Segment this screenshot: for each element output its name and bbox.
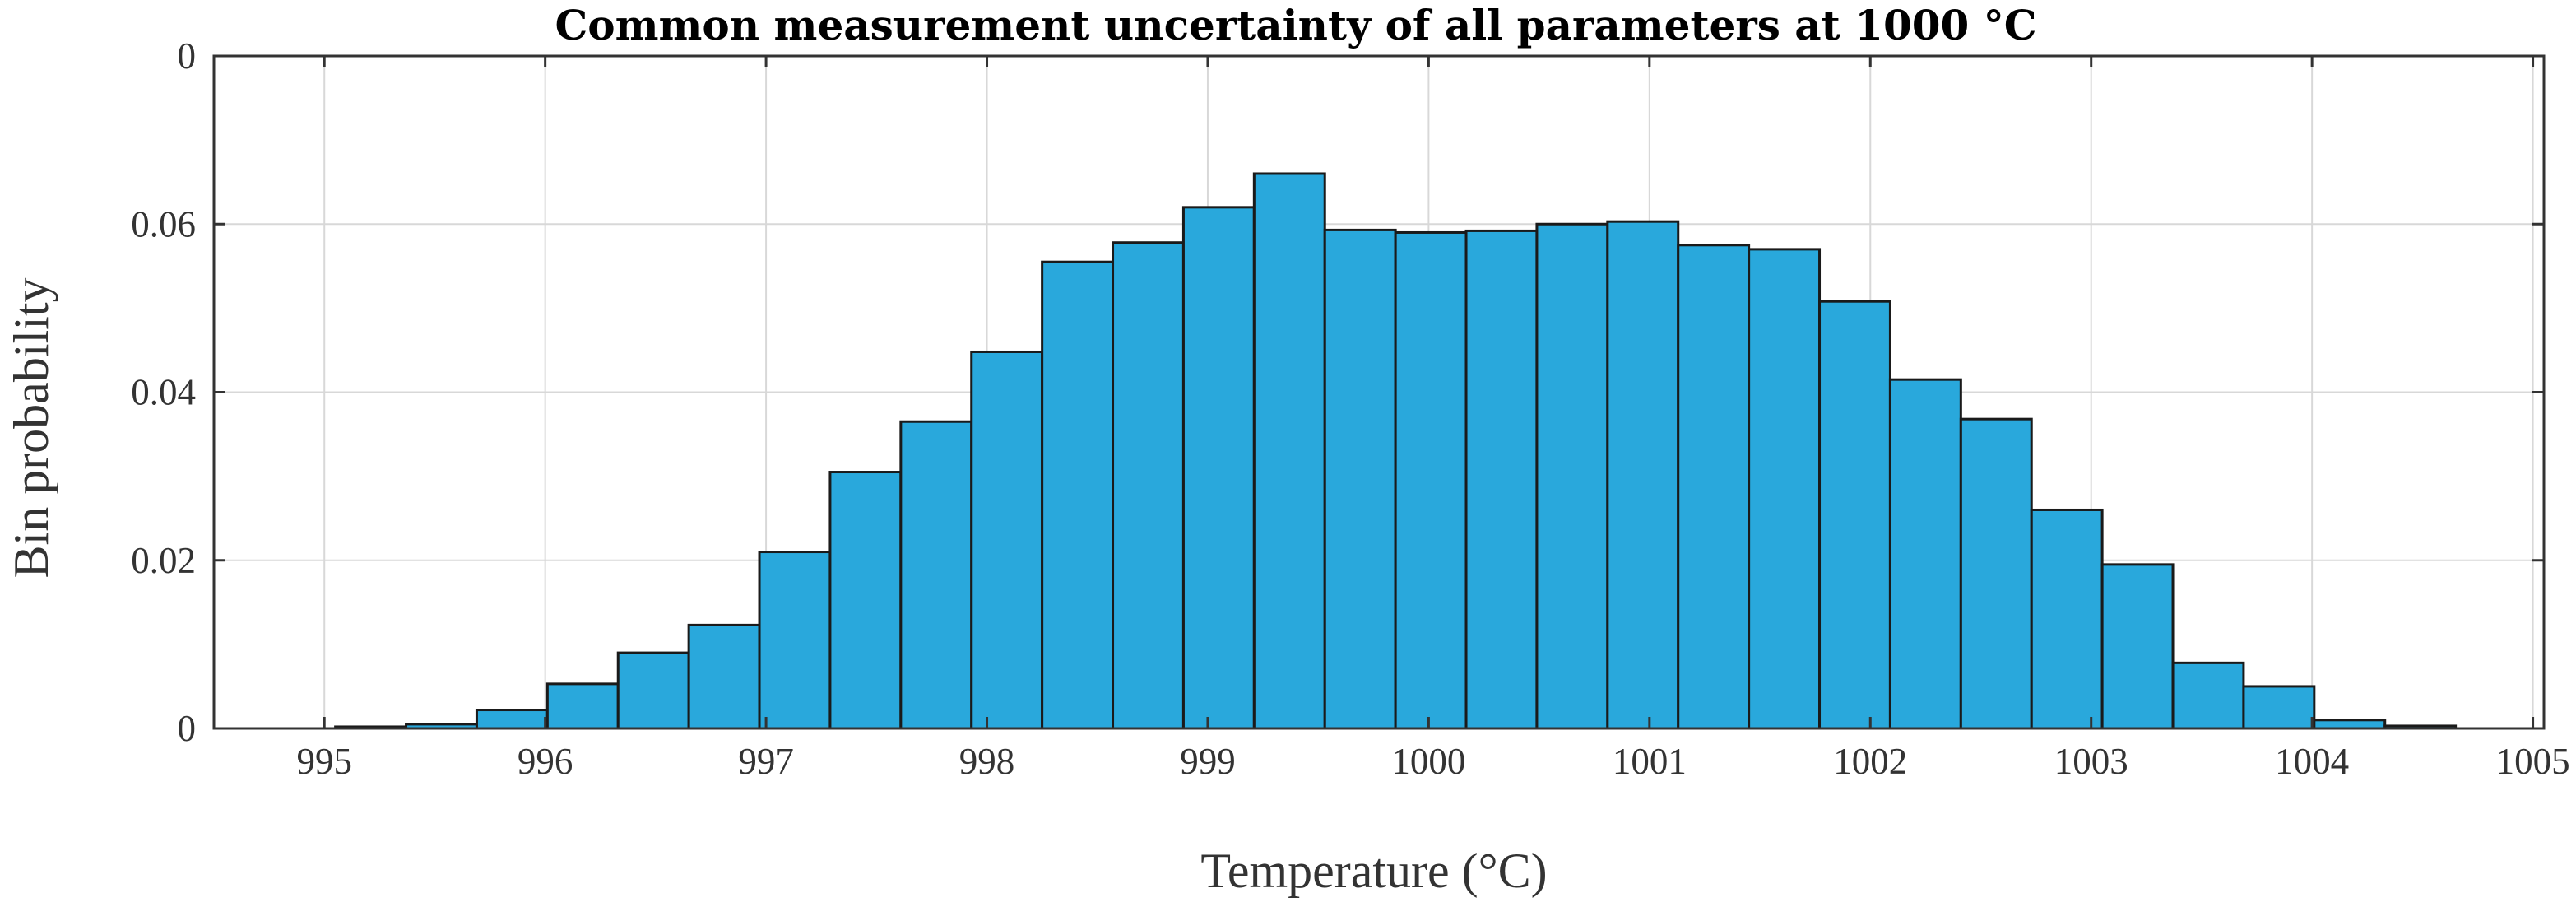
histogram-bar-23 [1959,417,2033,730]
histogram-bar-22 [1888,378,1962,730]
x-tick-label-3: 998 [959,741,1015,782]
y-tick-label-1: 0.02 [131,540,196,581]
histogram-bar-26 [2171,661,2245,730]
x-tick-labels: 995 996 997 998 999 1000 1001 1002 1003 1004 1005 [296,741,2569,782]
y-axis-label: Bin probability [4,278,58,579]
x-tick-label-4: 999 [1180,741,1236,782]
histogram-bar-9 [970,350,1044,730]
x-tick-label-7: 1002 [1833,741,1907,782]
x-tick-label-6: 1001 [1613,741,1687,782]
histogram-bar-27 [2242,685,2316,730]
histogram-bar-6 [758,551,832,730]
histogram-bar-4 [616,651,690,730]
x-tick-label-0: 995 [296,741,352,782]
histogram-bar-17 [1535,222,1609,730]
x-tick-label-10: 1005 [2496,741,2570,782]
y-tick-label-3: 0.06 [131,203,196,244]
histogram-bar-19 [1677,244,1751,730]
y-tick-label-0: 0 [178,708,197,749]
histogram-bar-8 [899,420,973,730]
histogram-bar-2 [475,709,549,730]
histogram-bar-20 [1748,248,1822,730]
histogram-bar-24 [2030,508,2104,730]
histogram-bar-25 [2100,563,2175,730]
histogram-bar-21 [1818,300,1891,730]
x-tick-label-8: 1003 [2054,741,2128,782]
y-tick-label-2: 0.04 [131,372,196,413]
histogram-bar-13 [1252,172,1326,730]
histogram-bar-12 [1181,206,1256,730]
histogram-bar-5 [687,623,761,730]
histogram-bar-3 [545,682,620,730]
chart-title: Common measurement uncertainty of all pa… [555,1,2036,49]
axis-ticks [214,54,2544,730]
x-tick-label-1: 996 [518,741,573,782]
x-tick-label-9: 1004 [2275,741,2349,782]
y-tick-label-4: 0 [178,35,197,77]
histogram-bar-15 [1394,230,1468,730]
histogram-bar-28 [2313,719,2387,730]
histogram-bar-16 [1464,229,1539,730]
x-tick-label-2: 997 [738,741,794,782]
x-tick-label-5: 1000 [1391,741,1465,782]
histogram-bar-11 [1112,241,1185,730]
histogram-bar-14 [1323,228,1397,730]
histogram-bar-10 [1041,260,1115,730]
histogram-bar-7 [828,471,903,730]
y-tick-labels: 0 0.02 0.04 0.06 0 [131,35,196,749]
x-axis-label: Temperature (°C) [1200,844,1547,898]
histogram-bars [334,172,2458,730]
histogram-bar-18 [1606,220,1680,730]
